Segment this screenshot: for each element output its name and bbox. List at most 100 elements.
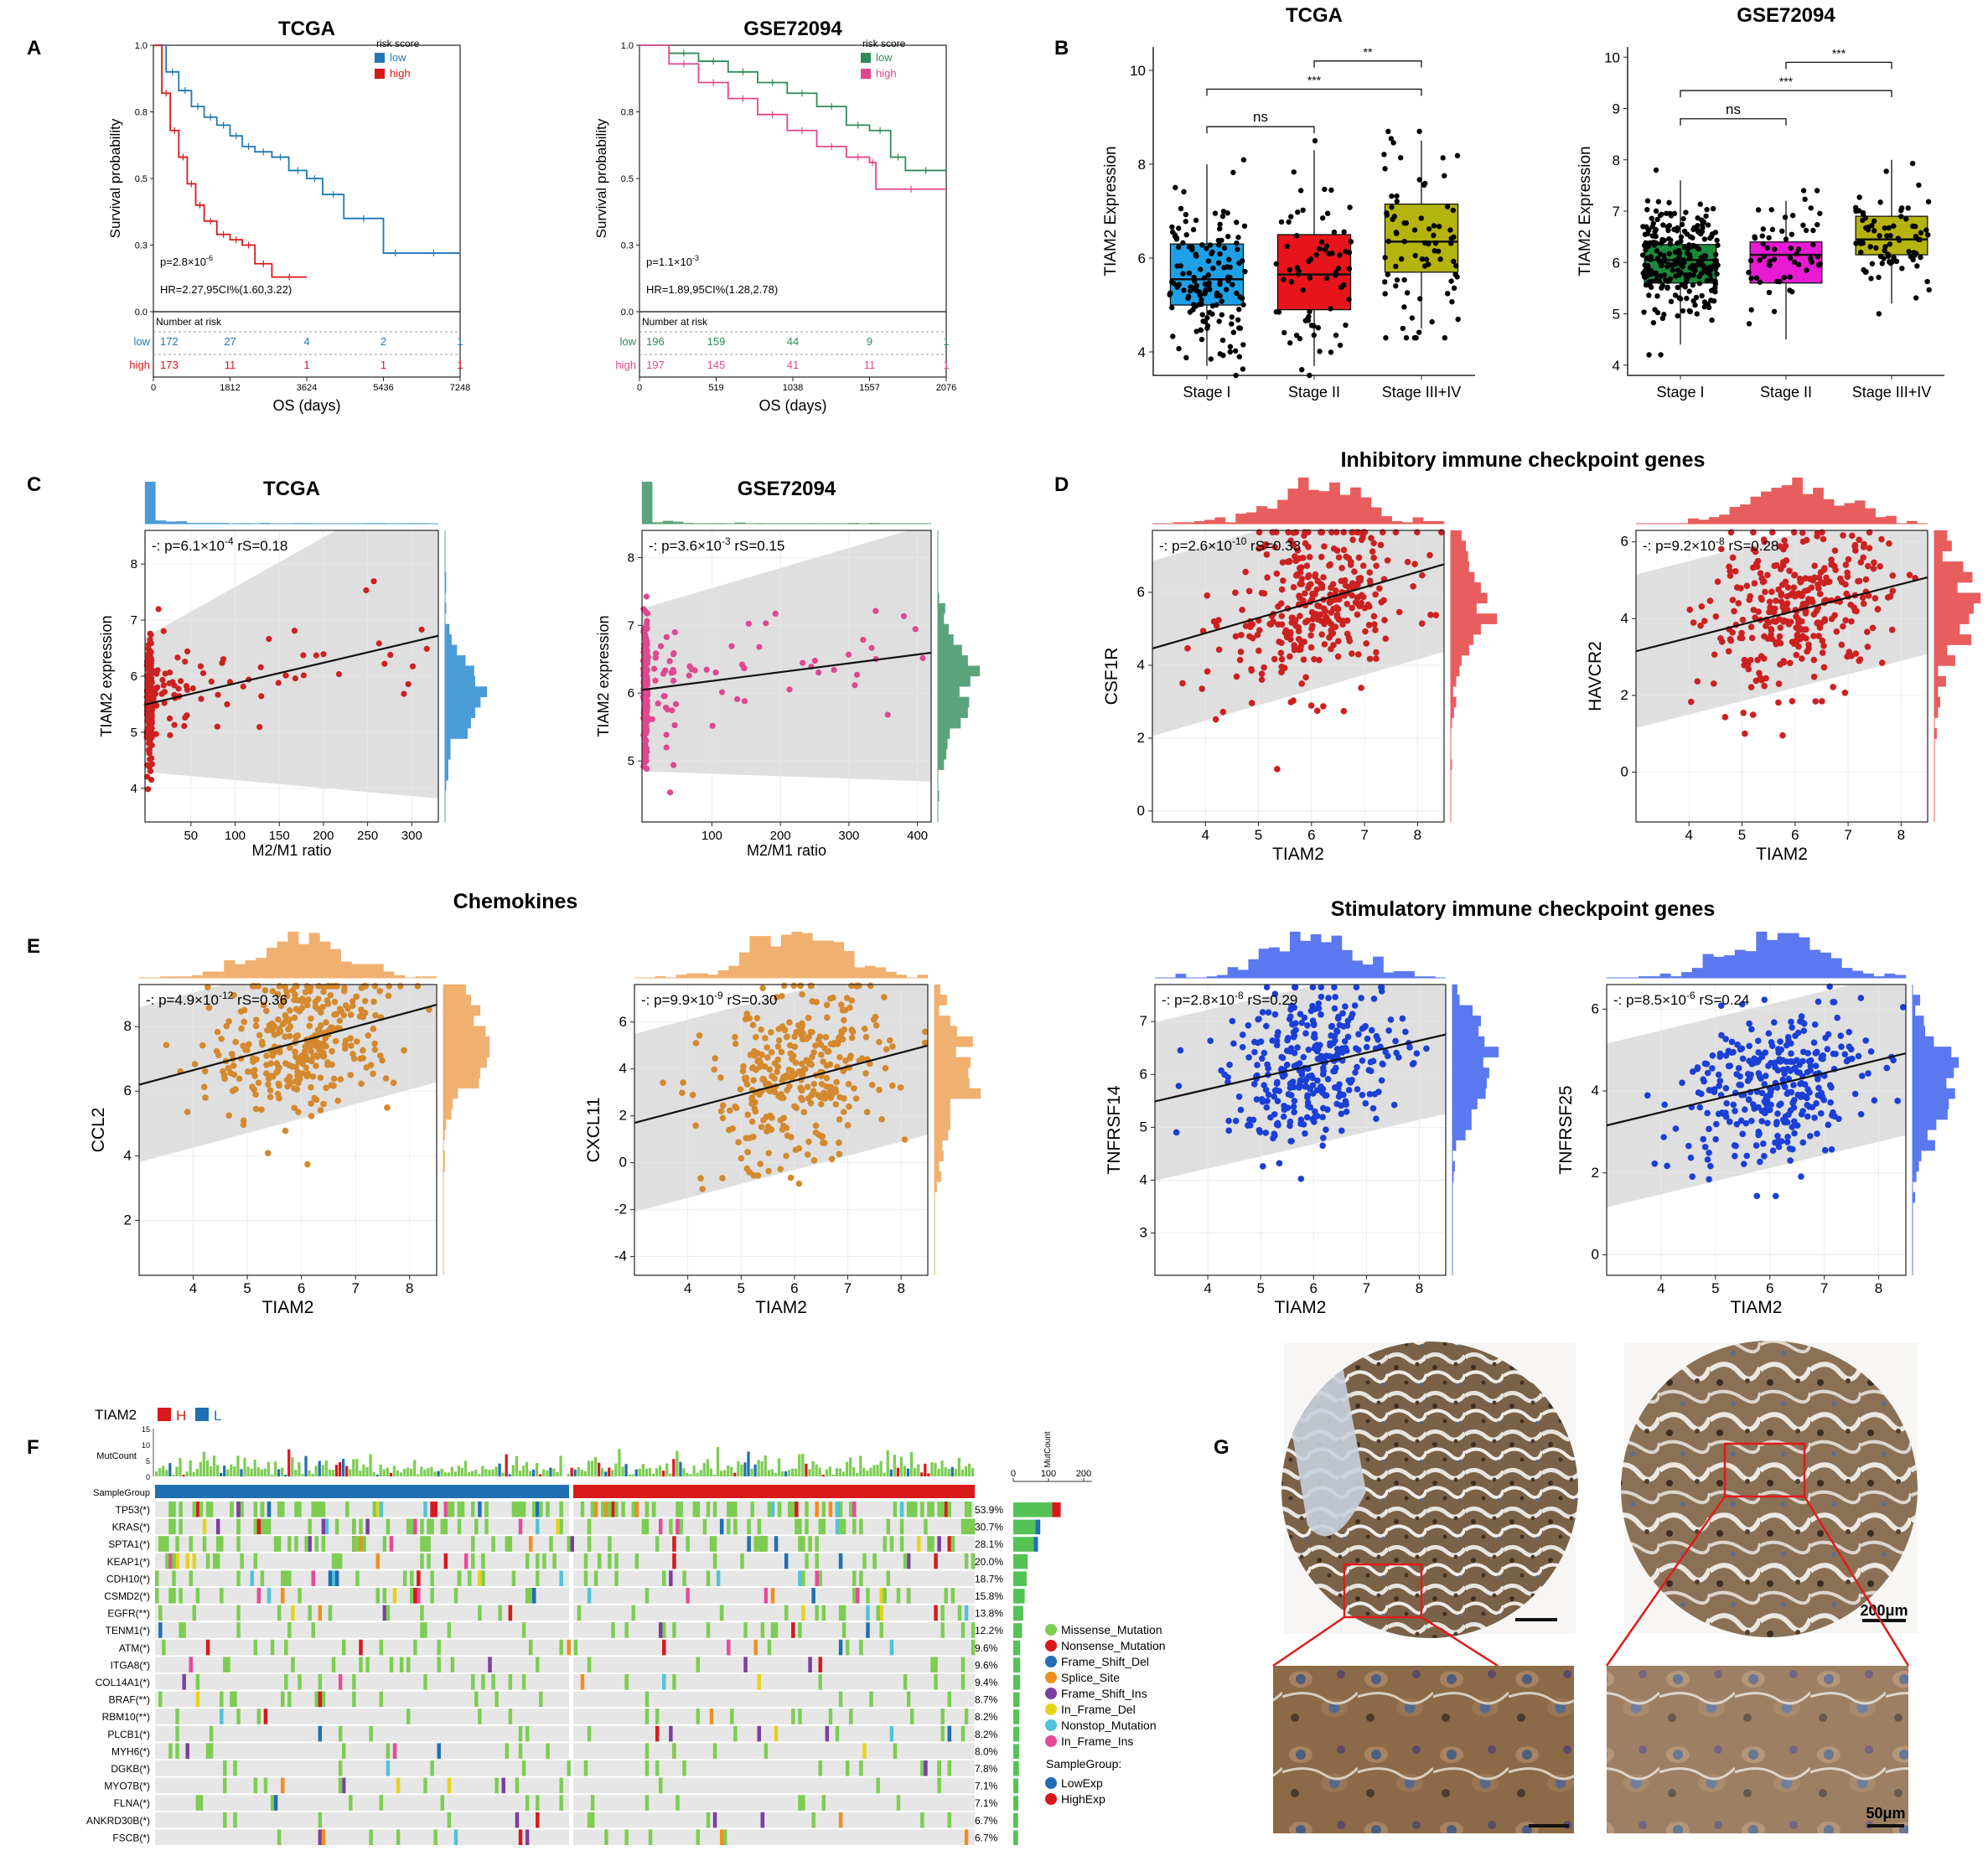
scatter-point [1841,1051,1849,1058]
mutcount-bar [277,1469,281,1476]
scatter-point [1340,1091,1347,1099]
mutation-cell [815,1502,819,1517]
mutation-cell [593,1502,598,1517]
marginal-hist-bar-x [319,941,331,979]
mutcount-bar [914,1467,917,1476]
box-point [1193,282,1199,289]
mutation-cell [590,1502,595,1517]
scatter-point [1276,638,1282,645]
scatter-point [1342,1003,1349,1010]
mutcount-bar [491,1469,494,1476]
mutcount-bar [362,1464,365,1476]
scatter-point [1351,568,1358,576]
mutcount-bar [601,1468,604,1476]
scatter-point [225,1018,232,1025]
box-point [1208,356,1214,362]
scatter-point [266,1021,273,1029]
mutcount-bar [964,1466,968,1476]
marginal-hist-bar-x [1279,951,1291,979]
marginal-hist-bar-y [934,1057,971,1068]
scatter-point [1782,1113,1789,1120]
marginal-hist-bar-y [934,1088,981,1099]
scatter-point [1793,651,1800,659]
marginal-hist-bar-x [1287,489,1299,525]
box-point [1871,228,1877,234]
scatter-point [1230,1040,1237,1047]
scatter-point [1775,699,1782,706]
mutation-cell [253,1518,258,1535]
scatter-point [1784,1034,1792,1041]
scatter-point [1356,602,1364,610]
mutation-cell [669,1570,673,1586]
scatter-point [671,628,678,636]
box-point [1173,184,1178,191]
scatter-point [302,989,309,995]
scatter-point [1224,1073,1231,1081]
scatter-point [370,578,377,585]
mutation-cell [712,1553,717,1569]
box-point [1644,198,1651,204]
box-point [1347,204,1353,210]
scatter-point [1290,1103,1297,1110]
marginal-hist-bar-y [443,1057,488,1068]
mutation-cell [277,1502,282,1517]
scatter-point [836,1034,843,1041]
scatter-xtick-label: 8 [897,1280,904,1296]
scatter-point [1335,554,1343,561]
mutcount-bar [937,1468,940,1476]
mutation-cell [328,1605,333,1621]
mutation-cell [587,1518,592,1535]
scatter-point [1815,585,1822,592]
marginal-hist-bar-y [443,1016,474,1026]
scatter-point [1261,1049,1268,1057]
box-point [1693,262,1700,269]
scatter-point [1686,606,1694,613]
box-point [1655,199,1662,204]
mutation-cell [287,1570,292,1586]
scatter-point [749,1064,757,1071]
box-point [1877,199,1883,205]
mutcount-bar [747,1451,750,1476]
marginal-hist-bar-x [1412,517,1424,525]
mutcount-bar [709,1468,713,1476]
box-point [1220,209,1227,215]
mutcount-bar [934,1462,937,1476]
mutcount-bar [702,1462,706,1476]
scatter-point [745,620,752,627]
box-point [1242,268,1248,275]
marginal-hist-bar-y [1450,665,1460,677]
box-point [1175,244,1182,251]
mutcount-bar [676,1450,679,1476]
scatter-ytick-label: 8 [124,1018,132,1034]
scatter-point [1732,568,1739,575]
km-xtick-label: 519 [708,383,723,393]
mutation-cell [230,1691,234,1708]
box-point [1176,225,1182,231]
panel-letter-f: F [27,1436,39,1459]
mutcount-bar [518,1471,522,1476]
scatter-point [1794,632,1801,638]
box-point [1390,216,1395,222]
box-point [1198,301,1204,308]
scatter-point [304,1161,311,1168]
scatter-point [1323,1052,1330,1060]
mutation-cell [821,1518,826,1535]
box-point [1198,297,1204,303]
mutation-cell [964,1709,969,1724]
mutation-cell [964,1518,969,1535]
scatter-point [1804,1068,1811,1076]
mutation-cell [960,1657,966,1672]
box-point [1891,223,1897,229]
mutation-cell [631,1502,635,1517]
scatter-point [752,1108,759,1115]
box-point [1802,196,1808,202]
mutation-cell [672,1536,676,1552]
mutation-cell [818,1657,822,1672]
mutation-cell [362,1536,366,1552]
box-point [1401,277,1407,283]
scatter-point [790,1071,796,1078]
box-point [1295,209,1301,215]
scatter-frame [1635,530,1928,823]
scatter-point [1819,698,1825,705]
box-ylabel: TIAM2 Expression [1102,146,1120,276]
